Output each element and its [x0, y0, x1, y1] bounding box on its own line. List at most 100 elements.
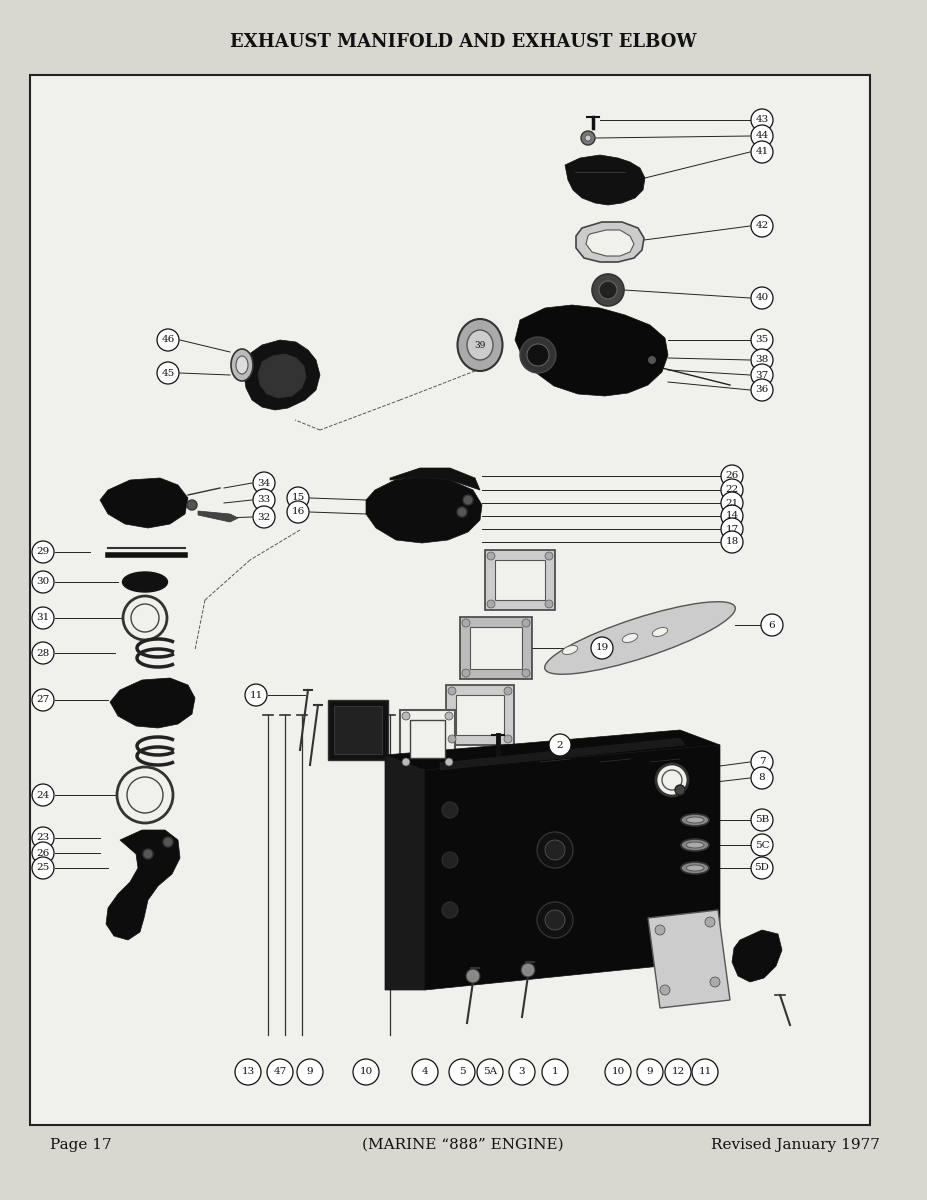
Ellipse shape — [686, 842, 704, 848]
Circle shape — [751, 751, 773, 773]
Circle shape — [253, 472, 275, 494]
Circle shape — [449, 1058, 475, 1085]
Circle shape — [253, 506, 275, 528]
Polygon shape — [198, 511, 238, 522]
Text: 8: 8 — [758, 774, 766, 782]
Circle shape — [253, 490, 275, 511]
Polygon shape — [586, 230, 634, 256]
Text: 19: 19 — [595, 643, 609, 653]
Circle shape — [605, 1058, 631, 1085]
Text: 34: 34 — [258, 479, 271, 487]
Circle shape — [542, 1058, 568, 1085]
Text: 24: 24 — [36, 791, 50, 799]
Text: 26: 26 — [36, 848, 50, 858]
Circle shape — [521, 962, 535, 977]
Circle shape — [267, 1058, 293, 1085]
Circle shape — [751, 215, 773, 236]
Circle shape — [442, 902, 458, 918]
Text: 38: 38 — [756, 355, 768, 365]
Polygon shape — [732, 930, 782, 982]
Circle shape — [545, 840, 565, 860]
Circle shape — [466, 970, 480, 983]
Ellipse shape — [545, 601, 735, 674]
Circle shape — [751, 109, 773, 131]
Text: Page 17: Page 17 — [50, 1138, 111, 1152]
Circle shape — [32, 689, 54, 710]
Text: 15: 15 — [291, 493, 305, 503]
Circle shape — [32, 571, 54, 593]
Polygon shape — [100, 478, 188, 528]
Circle shape — [665, 1058, 691, 1085]
Circle shape — [157, 362, 179, 384]
Polygon shape — [425, 745, 720, 990]
Text: 23: 23 — [36, 834, 50, 842]
Circle shape — [751, 329, 773, 350]
Circle shape — [545, 552, 553, 560]
Circle shape — [751, 125, 773, 146]
Circle shape — [537, 902, 573, 938]
Circle shape — [457, 506, 467, 517]
Ellipse shape — [563, 646, 578, 654]
Text: 16: 16 — [291, 508, 305, 516]
Circle shape — [751, 140, 773, 163]
Circle shape — [32, 607, 54, 629]
Text: 11: 11 — [249, 690, 262, 700]
Polygon shape — [515, 305, 668, 396]
Ellipse shape — [122, 572, 168, 592]
Polygon shape — [576, 222, 644, 262]
Text: 29: 29 — [36, 547, 50, 557]
Text: 7: 7 — [758, 757, 766, 767]
Text: 21: 21 — [725, 498, 739, 508]
Ellipse shape — [681, 814, 709, 826]
Circle shape — [157, 329, 179, 350]
Circle shape — [545, 910, 565, 930]
Circle shape — [402, 712, 410, 720]
Circle shape — [245, 684, 267, 706]
Text: 44: 44 — [756, 132, 768, 140]
FancyBboxPatch shape — [30, 74, 870, 1126]
Circle shape — [127, 778, 163, 814]
Circle shape — [585, 134, 591, 140]
Circle shape — [721, 518, 743, 540]
Text: 22: 22 — [725, 486, 739, 494]
Ellipse shape — [458, 319, 502, 371]
Text: 13: 13 — [241, 1068, 255, 1076]
Circle shape — [353, 1058, 379, 1085]
Circle shape — [675, 785, 685, 794]
Circle shape — [448, 734, 456, 743]
Circle shape — [235, 1058, 261, 1085]
Polygon shape — [400, 710, 455, 768]
Text: 17: 17 — [725, 524, 739, 534]
Polygon shape — [258, 354, 306, 398]
Circle shape — [705, 917, 715, 926]
Circle shape — [131, 604, 159, 632]
Circle shape — [721, 492, 743, 514]
Ellipse shape — [236, 356, 248, 374]
Text: 12: 12 — [671, 1068, 685, 1076]
Circle shape — [751, 857, 773, 878]
Circle shape — [751, 349, 773, 371]
Circle shape — [32, 857, 54, 878]
Text: 4: 4 — [422, 1068, 428, 1076]
Text: 28: 28 — [36, 648, 50, 658]
Text: 5C: 5C — [755, 840, 769, 850]
Text: 6: 6 — [768, 620, 775, 630]
Circle shape — [549, 734, 571, 756]
Ellipse shape — [656, 764, 688, 796]
Text: 39: 39 — [475, 341, 486, 349]
Text: 9: 9 — [647, 1068, 654, 1076]
Text: 33: 33 — [258, 496, 271, 504]
Text: 5: 5 — [459, 1068, 465, 1076]
Text: Revised January 1977: Revised January 1977 — [711, 1138, 880, 1152]
Polygon shape — [385, 730, 720, 770]
Circle shape — [527, 344, 549, 366]
Text: 10: 10 — [360, 1068, 373, 1076]
Text: EXHAUST MANIFOLD AND EXHAUST ELBOW: EXHAUST MANIFOLD AND EXHAUST ELBOW — [230, 32, 696, 50]
Polygon shape — [385, 755, 425, 990]
Polygon shape — [110, 678, 195, 728]
Text: 37: 37 — [756, 371, 768, 379]
Circle shape — [487, 600, 495, 608]
Ellipse shape — [622, 634, 638, 642]
Text: 46: 46 — [161, 336, 174, 344]
Circle shape — [402, 758, 410, 766]
